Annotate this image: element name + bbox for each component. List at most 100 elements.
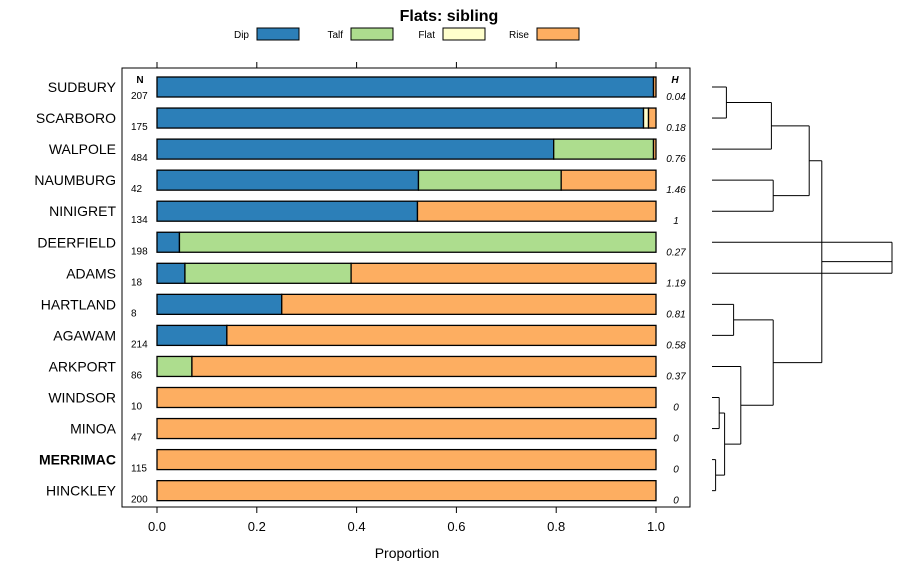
bar-row-agawam: [156, 324, 657, 347]
n-value: 214: [131, 339, 148, 350]
h-value: 0: [673, 434, 679, 445]
h-value: 0.04: [666, 92, 686, 103]
bar-segment-rise: [156, 386, 657, 409]
h-value: 0: [673, 403, 679, 414]
row-label: AGAWAM: [53, 327, 116, 343]
n-value: 134: [131, 215, 148, 226]
legend-swatch-rise: [536, 27, 580, 41]
n-value: 8: [131, 308, 137, 319]
bar-segment-dip: [156, 293, 283, 316]
plot-frame: [121, 67, 691, 508]
h-value: 0.18: [666, 123, 686, 134]
n-value: 207: [131, 91, 148, 102]
bar-segment-dip: [156, 76, 655, 98]
row-label: SCARBORO: [36, 110, 116, 126]
x-tick-label: 0.2: [248, 519, 266, 534]
x-tick-label: 0.0: [148, 519, 166, 534]
bar-row-hartland: [156, 293, 657, 316]
legend-swatch-dip: [256, 27, 300, 41]
bar-segment-rise: [652, 76, 657, 98]
bar-row-ninigret: [156, 200, 657, 222]
n-value: 18: [131, 277, 143, 288]
bar-row-windsor: [156, 386, 657, 409]
bar-segment-dip: [156, 138, 555, 160]
bar-row-arkport: [156, 355, 657, 378]
bar-row-naumburg: [156, 169, 657, 191]
h-value: 0: [673, 496, 679, 507]
x-axis: 0.0 0.2 0.4 0.6 0.8 1.0: [148, 62, 665, 534]
bar-segment-rise: [416, 200, 657, 222]
bar-segment-rise: [156, 479, 657, 502]
bar-segment-talf: [184, 262, 352, 284]
bar-segment-rise: [156, 448, 657, 471]
dendrogram: [712, 86, 893, 492]
legend-label-flat: Flat: [418, 30, 435, 41]
x-tick-label: 1.0: [647, 519, 665, 534]
row-label: DEERFIELD: [37, 234, 116, 250]
row-label: HARTLAND: [41, 296, 116, 312]
legend-label-talf: Talf: [327, 30, 343, 41]
legend-label-rise: Rise: [509, 30, 529, 41]
n-value: 10: [131, 402, 143, 413]
bar-segment-talf: [156, 355, 193, 378]
x-tick-label: 0.6: [447, 519, 465, 534]
bar-row-deerfield: [156, 231, 657, 253]
row-label: NAUMBURG: [34, 172, 116, 188]
bar-segment-rise: [560, 169, 657, 191]
x-axis-title: Proportion: [375, 545, 440, 561]
row-label: WINDSOR: [48, 390, 116, 406]
bar-segment-rise: [652, 138, 657, 160]
bar-row-hinckley: [156, 479, 657, 502]
bar-row-merrimac: [156, 448, 657, 471]
bar-row-adams: [156, 262, 657, 284]
bar-segment-dip: [156, 231, 181, 253]
row-label: ARKPORT: [49, 358, 117, 374]
h-value: 0.37: [666, 371, 686, 382]
h-value: 1: [673, 216, 679, 227]
x-tick-label: 0.4: [348, 519, 366, 534]
plot-area: N H SUDBURY 207 0.04 SCARBORO 175 0.18 WALPOLE…: [34, 62, 691, 534]
bar-segment-rise: [647, 107, 657, 129]
row-label: MERRIMAC: [39, 452, 116, 468]
bar-segment-talf: [417, 169, 562, 191]
n-value: 175: [131, 122, 148, 133]
h-value: 1.46: [666, 185, 686, 196]
h-value: 1.19: [666, 278, 686, 289]
bar-segment-rise: [281, 293, 657, 316]
n-value: 47: [131, 433, 143, 444]
bar-segment-talf: [553, 138, 655, 160]
row-label: WALPOLE: [49, 141, 116, 157]
bar-segment-flat: [642, 107, 650, 129]
n-value: 86: [131, 370, 143, 381]
bar-segment-dip: [156, 200, 419, 222]
h-value: 0: [673, 465, 679, 476]
bar-row-walpole: [156, 138, 657, 160]
n-value: 198: [131, 246, 148, 257]
h-column-header: H: [671, 75, 679, 86]
bar-segment-dip: [156, 262, 186, 284]
bar-segment-rise: [350, 262, 657, 284]
h-value: 0.76: [666, 154, 686, 165]
row-label: NINIGRET: [49, 203, 116, 219]
row-label: HINCKLEY: [46, 483, 117, 499]
bar-segment-rise: [156, 417, 657, 440]
bar-segment-rise: [191, 355, 657, 378]
row-label: MINOA: [70, 421, 117, 437]
h-value: 0.58: [666, 340, 686, 351]
n-value: 115: [131, 464, 147, 475]
bar-segment-dip: [156, 107, 645, 129]
n-value: 200: [131, 495, 148, 506]
legend-label-dip: Dip: [234, 30, 249, 41]
bar-row-sudbury: [156, 76, 657, 98]
bar-row-minoa: [156, 417, 657, 440]
row-label: ADAMS: [66, 265, 116, 281]
n-value: 484: [131, 153, 148, 164]
bar-segment-dip: [156, 169, 420, 191]
row-labels: SUDBURY 207 0.04 SCARBORO 175 0.18 WALPOLE 484 0…: [34, 79, 686, 507]
legend: Dip Talf Flat Rise: [234, 27, 580, 41]
legend-swatch-flat: [442, 27, 486, 41]
row-label: SUDBURY: [48, 79, 117, 95]
bar-segment-dip: [156, 324, 228, 347]
bars: [156, 76, 657, 502]
